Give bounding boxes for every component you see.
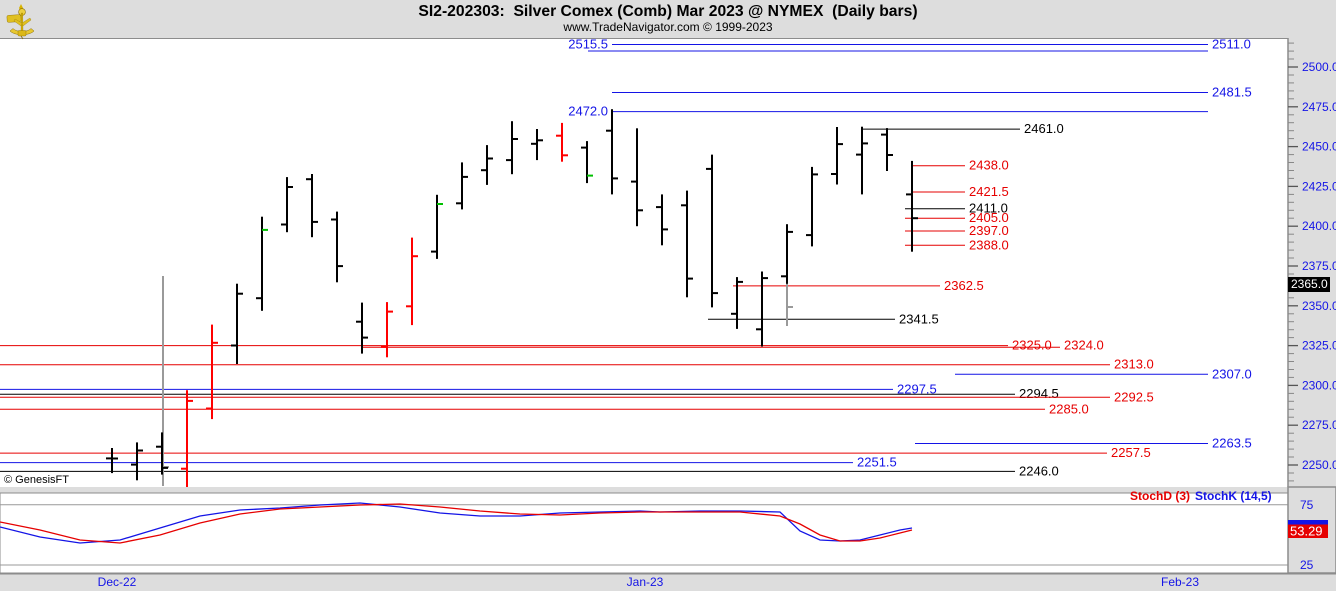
svg-text:2475.0: 2475.0 <box>1302 100 1336 114</box>
svg-text:2300.0: 2300.0 <box>1302 378 1336 392</box>
svg-text:2481.5: 2481.5 <box>1212 85 1252 100</box>
svg-text:2285.0: 2285.0 <box>1049 401 1089 416</box>
svg-text:2450.0: 2450.0 <box>1302 140 1336 154</box>
svg-text:2397.0: 2397.0 <box>969 223 1009 238</box>
svg-text:StochD (3): StochD (3) <box>1130 489 1190 503</box>
svg-text:SI2-202303: Silver Comex (Com: SI2-202303: Silver Comex (Comb) Mar 2023… <box>418 3 917 20</box>
svg-text:2294.5: 2294.5 <box>1019 386 1059 401</box>
svg-text:2275.0: 2275.0 <box>1302 418 1336 432</box>
svg-text:25: 25 <box>1300 558 1314 572</box>
svg-text:2515.5: 2515.5 <box>568 37 608 52</box>
svg-text:2362.5: 2362.5 <box>944 278 984 293</box>
svg-text:www.TradeNavigator.com © 1999-: www.TradeNavigator.com © 1999-2023 <box>562 20 772 34</box>
svg-text:StochK (14,5): StochK (14,5) <box>1195 489 1272 503</box>
svg-text:2292.5: 2292.5 <box>1114 389 1154 404</box>
svg-text:2461.0: 2461.0 <box>1024 121 1064 136</box>
svg-text:2307.0: 2307.0 <box>1212 366 1252 381</box>
svg-text:2246.0: 2246.0 <box>1019 463 1059 478</box>
svg-text:53.29: 53.29 <box>1290 524 1323 539</box>
svg-text:2325.0: 2325.0 <box>1302 339 1336 353</box>
svg-text:2438.0: 2438.0 <box>969 158 1009 173</box>
svg-text:2421.5: 2421.5 <box>969 184 1009 199</box>
svg-text:2400.0: 2400.0 <box>1302 219 1336 233</box>
svg-text:Dec-22: Dec-22 <box>98 575 137 589</box>
svg-text:Feb-23: Feb-23 <box>1161 575 1199 589</box>
svg-text:2251.5: 2251.5 <box>857 455 897 470</box>
svg-text:2365.0: 2365.0 <box>1291 277 1328 291</box>
svg-text:2511.0: 2511.0 <box>1212 37 1251 52</box>
svg-text:2313.0: 2313.0 <box>1114 357 1154 372</box>
svg-text:2425.0: 2425.0 <box>1302 179 1336 193</box>
svg-text:2375.0: 2375.0 <box>1302 259 1336 273</box>
svg-text:2500.0: 2500.0 <box>1302 60 1336 74</box>
svg-text:2350.0: 2350.0 <box>1302 299 1336 313</box>
svg-text:2263.5: 2263.5 <box>1212 436 1252 451</box>
svg-text:2388.0: 2388.0 <box>969 237 1009 252</box>
svg-text:Jan-23: Jan-23 <box>627 575 664 589</box>
svg-text:2341.5: 2341.5 <box>899 311 939 326</box>
svg-text:2250.0: 2250.0 <box>1302 458 1336 472</box>
svg-text:2325.0: 2325.0 <box>1012 338 1052 353</box>
svg-text:© GenesisFT: © GenesisFT <box>4 474 69 486</box>
svg-text:2257.5: 2257.5 <box>1111 445 1151 460</box>
svg-text:2324.0: 2324.0 <box>1064 338 1104 353</box>
svg-text:75: 75 <box>1300 498 1314 512</box>
svg-text:2472.0: 2472.0 <box>568 104 608 119</box>
